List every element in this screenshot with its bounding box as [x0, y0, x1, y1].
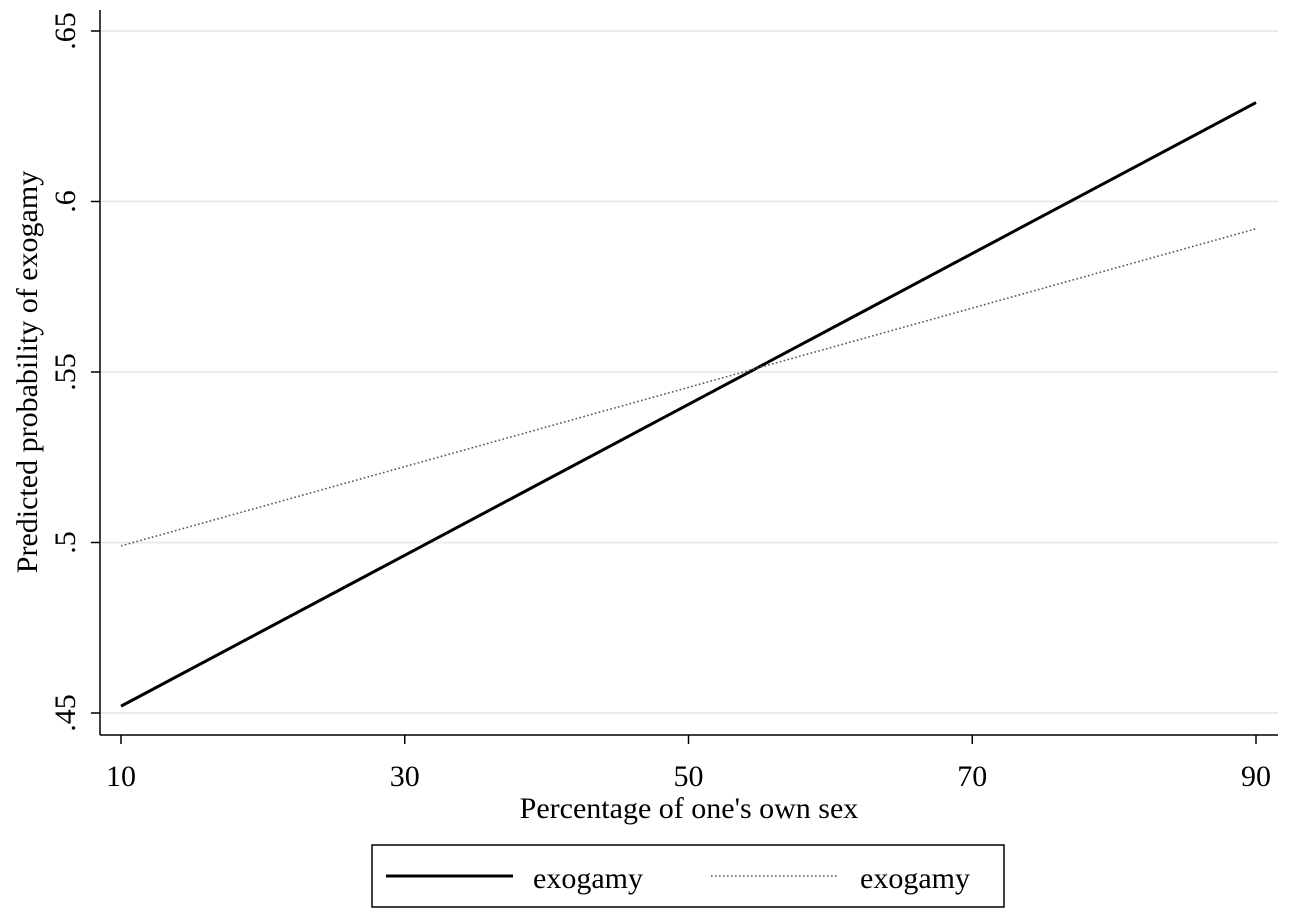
- x-tick-label: 70: [957, 760, 987, 793]
- x-tick-label: 50: [674, 760, 704, 793]
- y-tick-label: .55: [49, 353, 82, 391]
- y-tick-label: .5: [49, 531, 82, 554]
- x-axis-title: Percentage of one's own sex: [520, 792, 859, 825]
- x-tick-label: 90: [1241, 760, 1271, 793]
- y-tick-label: .65: [49, 12, 82, 50]
- legend-label-dotted: exogamy: [860, 862, 970, 895]
- series-line-solid: [120, 101, 1257, 708]
- legend: exogamy exogamy: [371, 844, 1005, 908]
- y-axis-title: Predicted probability of exogamy: [11, 171, 44, 573]
- x-tick-label: 10: [106, 760, 136, 793]
- grid-layer: [101, 30, 1278, 714]
- series-line-dotted: [120, 228, 1257, 547]
- y-tick-label: .45: [49, 694, 82, 732]
- series-layer: [120, 101, 1257, 708]
- ticks-layer: .45 .5 .55 .6 .65 10 30 50 70 90: [49, 12, 1271, 793]
- legend-label-solid: exogamy: [533, 862, 643, 895]
- y-tick-label: .6: [49, 190, 82, 213]
- x-tick-label: 30: [390, 760, 420, 793]
